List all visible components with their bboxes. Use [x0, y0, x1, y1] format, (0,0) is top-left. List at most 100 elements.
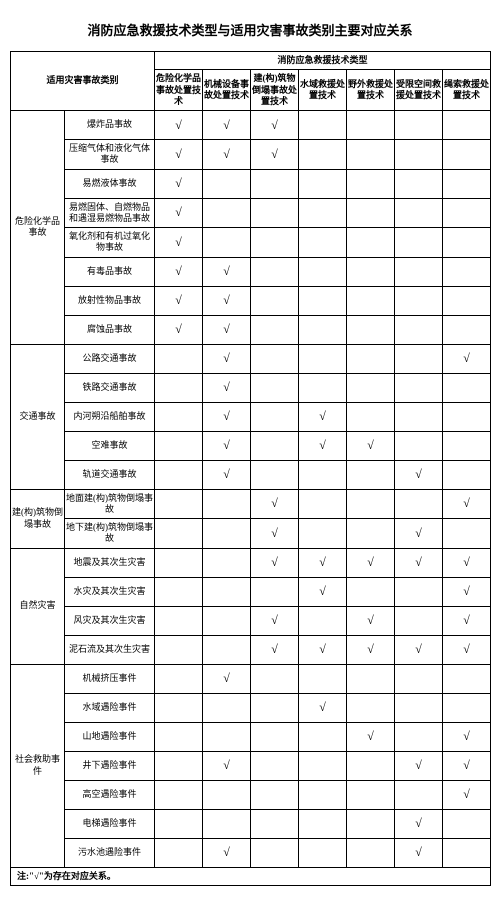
mark-cell: √: [203, 373, 251, 402]
mark-cell: √: [443, 489, 491, 519]
subcategory-cell: 风灾及其次生灾害: [65, 606, 155, 635]
mark-cell: [347, 315, 395, 344]
mark-cell: √: [395, 635, 443, 664]
mark-cell: [299, 344, 347, 373]
tech-group-header: 消防应急救援技术类型: [155, 52, 491, 70]
mark-cell: [443, 460, 491, 489]
table-row: 铁路交通事故√: [11, 373, 491, 402]
mark-cell: √: [203, 111, 251, 140]
mark-cell: √: [443, 722, 491, 751]
table-row: 泥石流及其次生灾害√√√√√: [11, 635, 491, 664]
mark-cell: [395, 431, 443, 460]
mark-cell: [203, 489, 251, 519]
mark-cell: [443, 111, 491, 140]
mark-cell: [395, 111, 443, 140]
mark-cell: [395, 257, 443, 286]
mark-cell: [347, 780, 395, 809]
mark-cell: [443, 809, 491, 838]
mark-cell: √: [251, 606, 299, 635]
mark-cell: [443, 286, 491, 315]
mark-cell: [203, 169, 251, 198]
mark-cell: √: [299, 635, 347, 664]
mark-cell: [251, 286, 299, 315]
mark-cell: √: [251, 519, 299, 549]
mark-cell: [347, 751, 395, 780]
table-row: 电梯遇险事件√: [11, 809, 491, 838]
tech-type-header: 危险化学品事故处置技术: [155, 70, 203, 111]
mark-cell: √: [395, 809, 443, 838]
mark-cell: [443, 315, 491, 344]
mark-cell: [443, 169, 491, 198]
mark-cell: [347, 577, 395, 606]
mark-cell: [155, 751, 203, 780]
mark-cell: [251, 809, 299, 838]
mark-cell: [347, 838, 395, 867]
mark-cell: [299, 722, 347, 751]
mark-cell: [155, 344, 203, 373]
mark-cell: [299, 286, 347, 315]
mark-cell: [443, 228, 491, 258]
mark-cell: [203, 548, 251, 577]
subcategory-cell: 轨道交通事故: [65, 460, 155, 489]
mark-cell: [347, 198, 395, 228]
mark-cell: [155, 548, 203, 577]
mark-cell: [395, 722, 443, 751]
mark-cell: [395, 169, 443, 198]
mark-cell: √: [155, 228, 203, 258]
mark-cell: [203, 577, 251, 606]
tech-type-header: 机械设备事故处置技术: [203, 70, 251, 111]
page-title: 消防应急救援技术类型与适用灾害事故类别主要对应关系: [10, 20, 490, 39]
table-row: 内河朔沿船舶事故√√: [11, 402, 491, 431]
mark-cell: √: [347, 548, 395, 577]
mark-cell: [299, 489, 347, 519]
mark-cell: [395, 693, 443, 722]
mark-cell: √: [203, 460, 251, 489]
table-body: 危险化学品事故爆炸品事故√√√压缩气体和液化气体事故√√√易燃液体事故√易燃固体…: [11, 111, 491, 868]
mark-cell: √: [155, 286, 203, 315]
subcategory-cell: 放射性物品事故: [65, 286, 155, 315]
mark-cell: √: [203, 344, 251, 373]
mark-cell: √: [395, 751, 443, 780]
tech-type-header: 野外救援处置技术: [347, 70, 395, 111]
mark-cell: √: [443, 577, 491, 606]
subcategory-cell: 泥石流及其次生灾害: [65, 635, 155, 664]
table-row: 放射性物品事故√√: [11, 286, 491, 315]
mark-cell: [155, 664, 203, 693]
subcategory-cell: 地下建(构)筑物倒塌事故: [65, 519, 155, 549]
mark-cell: [155, 606, 203, 635]
mark-cell: [251, 228, 299, 258]
mark-cell: [395, 606, 443, 635]
table-row: 山地遇险事件√√: [11, 722, 491, 751]
mark-cell: √: [203, 315, 251, 344]
mark-cell: [395, 286, 443, 315]
mark-cell: [347, 809, 395, 838]
subcategory-cell: 有毒品事故: [65, 257, 155, 286]
mark-cell: √: [155, 111, 203, 140]
mark-cell: √: [203, 751, 251, 780]
mark-cell: √: [251, 111, 299, 140]
mark-cell: [347, 140, 395, 170]
table-row: 污水池遇险事件√√: [11, 838, 491, 867]
table-row: 腐蚀品事故√√: [11, 315, 491, 344]
mark-cell: √: [395, 519, 443, 549]
mark-cell: [299, 198, 347, 228]
mark-cell: √: [203, 402, 251, 431]
mark-cell: [443, 519, 491, 549]
table-row: 易燃固体、自燃物品和遇湿易燃物品事故√: [11, 198, 491, 228]
subcategory-cell: 井下遇险事件: [65, 751, 155, 780]
mark-cell: [299, 228, 347, 258]
table-row: 水灾及其次生灾害√√: [11, 577, 491, 606]
category-cell: 交通事故: [11, 344, 65, 489]
mark-cell: [251, 577, 299, 606]
table-row: 井下遇险事件√√√: [11, 751, 491, 780]
subcategory-cell: 地震及其次生灾害: [65, 548, 155, 577]
subcategory-cell: 污水池遇险事件: [65, 838, 155, 867]
mark-cell: √: [155, 315, 203, 344]
mark-cell: [347, 519, 395, 549]
tech-type-header: 水域救援处置技术: [299, 70, 347, 111]
mark-cell: √: [347, 722, 395, 751]
mark-cell: [251, 693, 299, 722]
mark-cell: [347, 169, 395, 198]
mark-cell: [251, 198, 299, 228]
mark-cell: [299, 140, 347, 170]
